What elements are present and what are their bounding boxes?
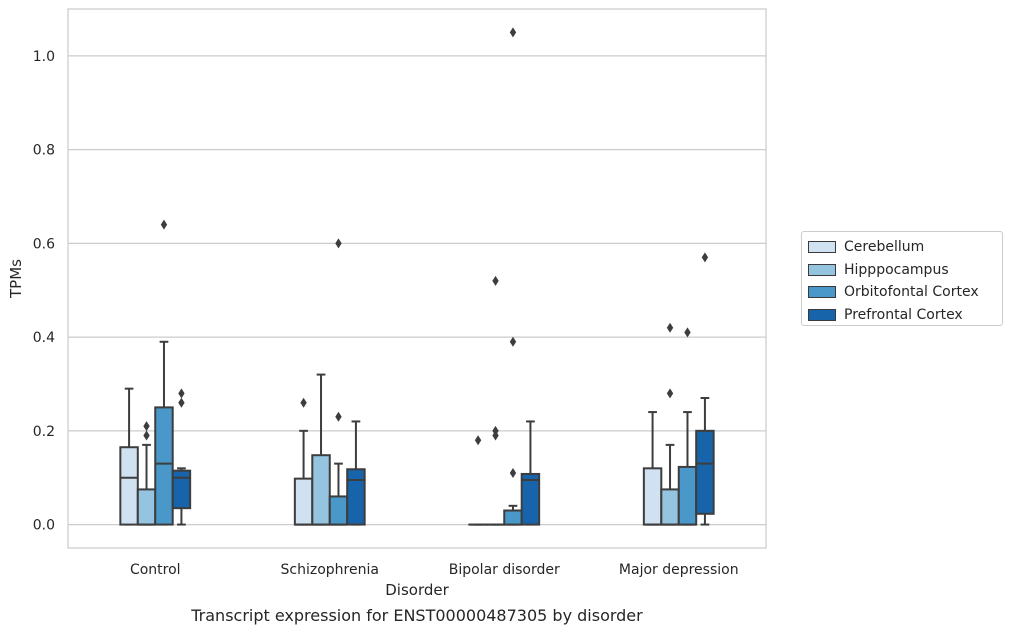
outlier-point <box>492 275 499 286</box>
legend-swatch <box>808 286 836 299</box>
legend-swatch <box>808 263 836 276</box>
outlier-point <box>143 430 150 441</box>
y-tick-label: 0.0 <box>33 518 55 534</box>
outlier-point <box>666 322 674 333</box>
outlier-point <box>178 388 185 399</box>
legend-label: Prefrontal Cortex <box>844 306 963 323</box>
box-cerebellum <box>293 429 314 526</box>
box-body <box>171 469 192 510</box>
legend-label: Cerebellum <box>844 239 925 256</box>
box-body <box>328 495 349 526</box>
box-cerebellum <box>119 387 139 526</box>
box-body <box>154 406 174 526</box>
box-body <box>311 454 331 526</box>
legend-swatch <box>808 308 836 321</box>
outlier-point <box>666 388 674 399</box>
box-cerebellum <box>642 411 663 526</box>
outlier-point <box>492 425 499 436</box>
box-prefrontal-cortex <box>171 467 192 526</box>
x-axis-label: Disorder <box>385 581 449 599</box>
y-tick-label: 0.6 <box>33 236 55 252</box>
outlier-point <box>178 397 185 408</box>
legend-item: Prefrontal Cortex <box>808 304 1002 327</box>
box-orbitofontal-cortex <box>677 411 698 526</box>
outlier-point <box>160 219 168 230</box>
box-body <box>119 446 139 526</box>
x-tick-label: Control <box>130 562 181 578</box>
x-tick-label: Bipolar disorder <box>449 562 560 578</box>
boxes <box>119 340 715 526</box>
y-tick-label: 0.4 <box>33 330 55 346</box>
y-axis-label: TPMs <box>7 259 25 299</box>
outlier-point <box>143 421 150 432</box>
box-body <box>677 465 698 526</box>
figure-caption: Transcript expression for ENST0000048730… <box>191 606 643 625</box>
x-tick-label: Major depression <box>619 562 739 578</box>
legend-label: Hipppocampus <box>844 261 949 278</box>
box-prefrontal-cortex <box>520 420 541 526</box>
outlier-point <box>509 336 517 347</box>
outlier-point <box>701 252 709 263</box>
box-orbitofontal-cortex <box>154 340 174 526</box>
outlier-point <box>509 468 517 479</box>
box-prefrontal-cortex <box>346 420 366 526</box>
y-tick-label: 0.2 <box>33 424 55 440</box>
box-body <box>503 509 523 526</box>
box-body <box>136 488 157 526</box>
box-prefrontal-cortex <box>695 397 715 526</box>
box-hipppocampus <box>311 373 331 526</box>
outlier-point <box>335 411 342 422</box>
y-tick-label: 1.0 <box>33 49 55 65</box>
box-orbitofontal-cortex <box>503 504 523 526</box>
x-axis-ticks: Control Schizophrenia Bipolar disorder Majo… <box>130 562 739 578</box>
plot-frame <box>67 8 767 549</box>
legend: Cerebellum Hipppocampus Orbitofontal Corte… <box>801 231 1003 326</box>
box-hipppocampus <box>136 443 157 526</box>
legend-item: Orbitofontal Cortex <box>808 281 1002 304</box>
box-body <box>520 472 541 526</box>
outlier-point <box>509 27 517 38</box>
outlier-point <box>335 238 342 249</box>
legend-swatch <box>808 241 836 254</box>
y-tick-label: 0.8 <box>33 143 55 159</box>
box-body <box>660 488 680 526</box>
legend-item: Hipppocampus <box>808 259 1002 282</box>
legend-label: Orbitofontal Cortex <box>844 284 979 301</box>
outlier-point <box>300 397 307 408</box>
box-hipppocampus <box>660 443 680 526</box>
box-body <box>695 429 715 515</box>
outlier-point <box>474 435 482 446</box>
box-body <box>293 477 314 526</box>
y-axis-ticks: 0.0 0.2 0.4 0.6 0.8 1.0 <box>33 49 55 534</box>
box-orbitofontal-cortex <box>328 462 349 526</box>
x-tick-label: Schizophrenia <box>281 562 379 578</box>
outlier-point <box>684 327 691 338</box>
box-body <box>346 468 366 526</box>
outliers <box>143 27 709 479</box>
box-body <box>642 467 663 526</box>
legend-item: Cerebellum <box>808 236 1002 259</box>
